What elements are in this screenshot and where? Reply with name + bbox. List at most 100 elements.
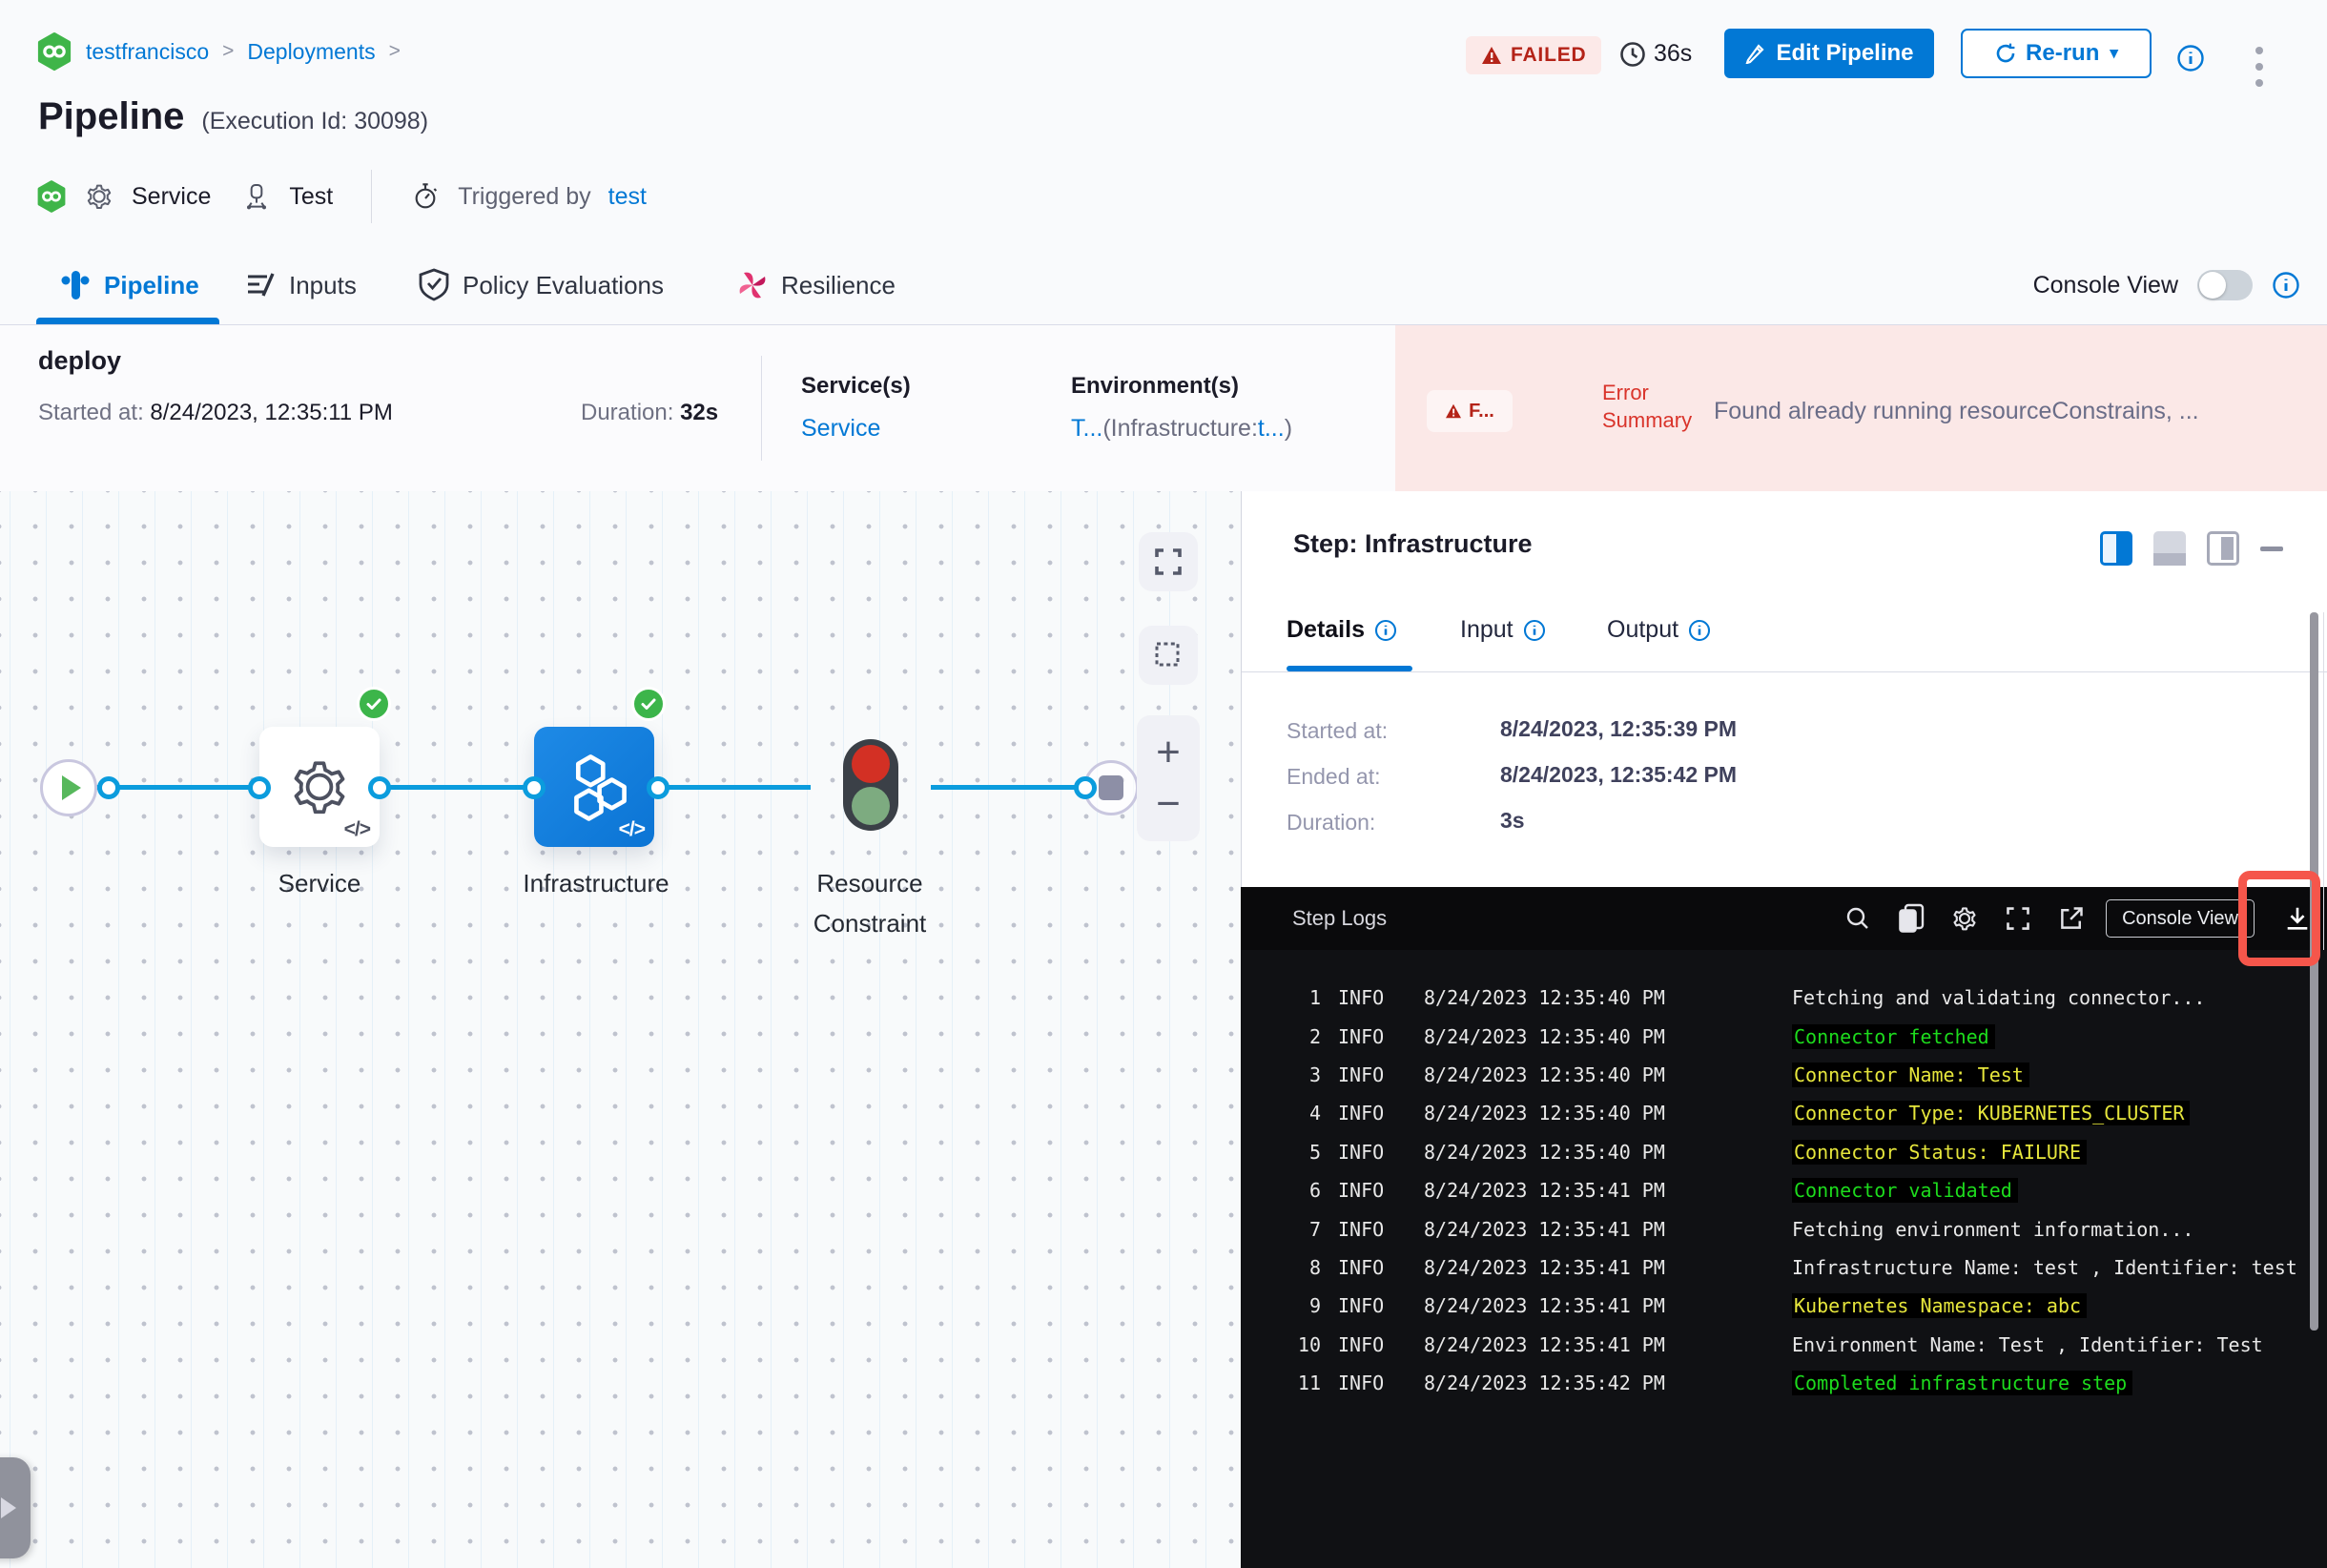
log-line-number: 3 — [1308, 1063, 1321, 1086]
log-row: 11 INFO 8/24/2023 12:35:42 PM Completed … — [1241, 1364, 2327, 1402]
top-header: testfrancisco > Deployments > Pipeline (… — [0, 0, 2327, 246]
start-node[interactable] — [40, 759, 97, 816]
elapsed-time: 36s — [1619, 40, 1692, 68]
tab-details[interactable]: Details — [1287, 616, 1397, 644]
log-message: Connector Type: KUBERNETES_CLUSTER — [1792, 1101, 2327, 1126]
clock-icon — [1620, 41, 1645, 67]
log-level: INFO — [1338, 1255, 1385, 1279]
triggered-by-user[interactable]: test — [607, 182, 647, 210]
log-row: 2 INFO 8/24/2023 12:35:40 PM Connector f… — [1241, 1017, 2327, 1055]
environments-header: Environment(s) — [1071, 373, 1240, 399]
log-timestamp: 8/24/2023 12:35:40 PM — [1424, 1024, 1665, 1048]
edge — [380, 785, 534, 790]
zoom-out-button[interactable]: − — [1156, 780, 1181, 827]
log-message: Kubernetes Namespace: abc — [1792, 1293, 2327, 1319]
log-message: Connector Status: FAILURE — [1792, 1139, 2327, 1165]
active-tab-underline — [36, 318, 219, 324]
info-icon[interactable] — [2176, 44, 2205, 72]
log-row: 7 INFO 8/24/2023 12:35:41 PM Fetching en… — [1241, 1209, 2327, 1248]
log-copy-button[interactable] — [1884, 887, 1938, 950]
log-timestamp: 8/24/2023 12:35:41 PM — [1424, 1255, 1665, 1279]
minimize-panel-icon[interactable] — [2260, 546, 2283, 551]
elapsed-value: 36s — [1654, 40, 1693, 67]
node-infrastructure[interactable]: </> — [534, 727, 654, 847]
log-download-button[interactable] — [2268, 887, 2327, 950]
connector-port — [248, 776, 271, 799]
more-options-menu[interactable] — [2245, 38, 2274, 95]
log-open-new-tab-button[interactable] — [2045, 887, 2098, 950]
environments-value[interactable]: T...(Infrastructure:t...) — [1071, 415, 1293, 442]
tab-output[interactable]: Output — [1607, 616, 1711, 644]
gear-icon — [87, 184, 112, 209]
log-row: 8 INFO 8/24/2023 12:35:41 PM Infrastruct… — [1241, 1248, 2327, 1287]
console-view-toggle[interactable] — [2197, 270, 2253, 300]
step-logs-title: Step Logs — [1292, 906, 1388, 930]
layout-right-icon[interactable] — [2100, 531, 2132, 566]
search-icon — [1846, 907, 1868, 929]
info-icon[interactable] — [1523, 619, 1546, 642]
log-timestamp: 8/24/2023 12:35:41 PM — [1424, 1294, 1665, 1318]
log-line-number: 8 — [1308, 1255, 1321, 1279]
status-text: FAILED — [1511, 44, 1587, 66]
log-timestamp: 8/24/2023 12:35:41 PM — [1424, 1217, 1665, 1241]
node-label-service: Service — [278, 869, 361, 897]
service-gear-icon — [294, 761, 345, 815]
log-level: INFO — [1338, 1217, 1385, 1241]
canvas-select-button[interactable] — [1139, 626, 1198, 685]
layout-bottom-icon[interactable] — [2153, 531, 2186, 566]
step-panel-title: Step: Infrastructure — [1293, 529, 1533, 558]
log-toolbar: Console View — [1831, 887, 2327, 950]
canvas-fullscreen-button[interactable] — [1139, 532, 1198, 591]
canvas-zoom-panel: + − — [1137, 715, 1200, 841]
log-console-view-button[interactable]: Console View — [2106, 899, 2255, 938]
title-row: Pipeline (Execution Id: 30098) — [38, 95, 428, 138]
edit-pipeline-button[interactable]: Edit Pipeline — [1724, 29, 1934, 78]
panel-scrollbar-track — [2323, 612, 2324, 950]
error-summary-message[interactable]: Found already running resourceConstrains… — [1714, 398, 2199, 424]
panel-scrollbar[interactable] — [2310, 612, 2318, 1331]
meta-environment-label[interactable]: Test — [289, 182, 334, 210]
download-icon — [2287, 907, 2308, 930]
log-search-button[interactable] — [1831, 887, 1884, 950]
tab-inputs[interactable]: Inputs — [244, 246, 357, 324]
log-line-number: 2 — [1308, 1024, 1321, 1048]
node-service[interactable]: </> — [259, 727, 380, 847]
pencil-icon — [1745, 44, 1765, 64]
tab-pipeline[interactable]: Pipeline — [59, 246, 199, 324]
panel-divider — [1242, 671, 2327, 672]
rerun-button[interactable]: Re-run ▾ — [1961, 29, 2152, 78]
tab-policy-evaluations[interactable]: Policy Evaluations — [418, 246, 664, 324]
error-summary-label: Error Summary — [1602, 381, 1693, 432]
info-icon[interactable] — [1374, 619, 1397, 642]
execution-id: (Execution Id: 30098) — [201, 108, 429, 134]
step-logs-body[interactable]: 1 INFO 8/24/2023 12:35:40 PM Fetching an… — [1241, 950, 2327, 1568]
log-settings-button[interactable] — [1938, 887, 1991, 950]
left-flyout-handle[interactable] — [0, 1457, 31, 1558]
stage-started: Started at: 8/24/2023, 12:35:11 PM — [38, 400, 393, 425]
info-icon[interactable] — [2272, 271, 2300, 299]
services-value[interactable]: Service — [801, 415, 881, 442]
fullscreen-icon — [1155, 548, 1182, 575]
tab-resilience[interactable]: Resilience — [736, 246, 896, 324]
rerun-icon — [1996, 43, 2015, 63]
external-link-icon — [2061, 907, 2083, 929]
console-view-label: Console View — [2032, 271, 2178, 299]
stage-name[interactable]: deploy — [38, 346, 122, 375]
node-resource-constraint[interactable] — [843, 739, 898, 831]
zoom-in-button[interactable]: + — [1156, 729, 1181, 775]
pipeline-graph-canvas[interactable]: </> </> Service Infras — [0, 491, 1241, 1568]
tab-input[interactable]: Input — [1460, 616, 1546, 644]
log-level: INFO — [1338, 1063, 1385, 1086]
log-level: INFO — [1338, 1102, 1385, 1125]
detail-label-ended: Ended at: — [1287, 764, 1381, 789]
log-timestamp: 8/24/2023 12:35:40 PM — [1424, 1102, 1665, 1125]
log-message: Connector fetched — [1792, 1023, 2327, 1049]
log-fullscreen-button[interactable] — [1991, 887, 2045, 950]
environment-icon — [247, 184, 267, 210]
layout-float-icon[interactable] — [2207, 531, 2239, 566]
breadcrumb-project[interactable]: testfrancisco — [86, 38, 210, 64]
breadcrumb-deployments[interactable]: Deployments — [247, 38, 376, 64]
log-row: 6 INFO 8/24/2023 12:35:41 PM Connector v… — [1241, 1171, 2327, 1209]
meta-service-label[interactable]: Service — [132, 182, 212, 210]
info-icon[interactable] — [1688, 619, 1711, 642]
